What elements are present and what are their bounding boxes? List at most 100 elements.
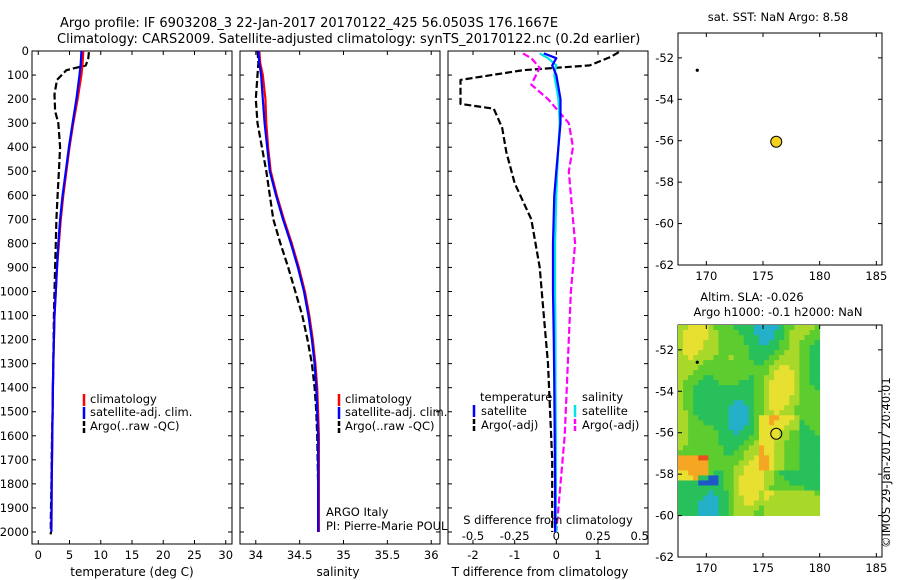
- sla-cell: [698, 405, 704, 411]
- sla-cell: [713, 405, 719, 411]
- t-difference-label: T difference from climatology: [451, 565, 629, 579]
- sla-cell: [698, 490, 704, 496]
- y-tick-label: -54: [655, 384, 674, 398]
- sla-cell: [743, 355, 750, 361]
- sla-cell: [728, 355, 735, 361]
- sla-cell: [713, 415, 719, 421]
- sla-cell: [733, 475, 740, 481]
- sla-cell: [738, 460, 745, 466]
- sla-cell: [698, 385, 704, 391]
- sla-cell: [683, 480, 689, 486]
- sla-cell: [708, 390, 714, 396]
- sla-cell: [789, 470, 795, 476]
- sla-cell: [748, 410, 755, 416]
- sla-cell: [748, 480, 755, 486]
- sla-cell: [764, 450, 770, 456]
- sla-cell: [733, 505, 740, 511]
- sla-cell: [758, 505, 765, 511]
- sla-cell: [753, 405, 760, 411]
- sla-cell: [753, 390, 760, 396]
- x-tick-label: 1: [594, 548, 601, 562]
- sla-cell: [748, 500, 755, 506]
- sla-cell: [698, 500, 704, 506]
- sla-cell: [809, 445, 816, 451]
- sla-cell: [758, 490, 765, 496]
- sla-cell: [814, 500, 821, 506]
- sla-cell: [683, 365, 689, 371]
- sla-cell: [764, 365, 770, 371]
- sla-cell: [718, 335, 724, 341]
- sla-cell: [799, 380, 805, 386]
- sla-cell: [753, 485, 760, 491]
- sla-cell: [784, 510, 790, 516]
- sla-cell: [769, 405, 775, 411]
- sla-cell: [703, 495, 709, 501]
- sla-cell: [774, 385, 780, 391]
- sla-cell: [713, 345, 719, 351]
- sla-cell: [809, 490, 816, 496]
- sla-cell: [708, 450, 714, 456]
- sla-cell: [743, 350, 750, 356]
- sla-cell: [814, 360, 821, 366]
- sla-cell: [708, 475, 714, 481]
- sla-cell: [769, 395, 775, 401]
- sla-cell: [693, 465, 699, 471]
- sla-cell: [708, 505, 714, 511]
- sla-cell: [794, 400, 800, 406]
- y-tick-label: 700: [7, 212, 29, 226]
- sla-cell: [804, 465, 810, 471]
- sla-cell: [733, 425, 740, 431]
- sla-cell: [779, 385, 785, 391]
- sla-cell: [748, 465, 755, 471]
- sla-cell: [738, 330, 745, 336]
- sla-cell: [799, 360, 805, 366]
- sla-cell: [718, 470, 724, 476]
- sla-cell: [738, 350, 745, 356]
- sla-cell: [723, 355, 729, 361]
- y-tick-label: -60: [655, 217, 674, 231]
- sla-cell: [708, 455, 714, 461]
- sla-cell: [733, 340, 740, 346]
- sla-cell: [743, 450, 750, 456]
- sla-cell: [789, 400, 795, 406]
- sla-cell: [683, 445, 689, 451]
- sla-cell: [774, 400, 780, 406]
- sla-cell: [789, 370, 795, 376]
- sla-cell: [743, 495, 750, 501]
- sla-cell: [713, 485, 719, 491]
- sla-cell: [708, 490, 714, 496]
- sla-cell: [809, 330, 816, 336]
- sla-cell: [753, 465, 760, 471]
- x-tick-label: 175: [752, 561, 774, 575]
- sla-cell: [688, 505, 694, 511]
- sla-cell: [698, 410, 704, 416]
- sla-cell: [743, 480, 750, 486]
- sla-cell: [703, 430, 709, 436]
- sla-cell: [789, 505, 795, 511]
- sla-cell: [743, 360, 750, 366]
- sla-cell: [779, 470, 785, 476]
- series-satellite-adj-clim-: [50, 50, 83, 533]
- sla-cell: [753, 460, 760, 466]
- sla-cell: [693, 415, 699, 421]
- sla-cell: [678, 385, 684, 391]
- sla-cell: [774, 355, 780, 361]
- sla-cell: [733, 390, 740, 396]
- sla-cell: [678, 365, 684, 371]
- sla-cell: [748, 395, 755, 401]
- sla-cell: [733, 370, 740, 376]
- y-tick-label: -56: [655, 426, 674, 440]
- sla-map-title-line-1: Altim. SLA: -0.026: [700, 290, 804, 304]
- sla-cell: [799, 365, 805, 371]
- sla-cell: [688, 370, 694, 376]
- sla-cell: [769, 480, 775, 486]
- sla-cell: [764, 460, 770, 466]
- sla-cell: [779, 495, 785, 501]
- sla-cell: [713, 420, 719, 426]
- sla-cell: [723, 460, 729, 466]
- sla-cell: [713, 470, 719, 476]
- sla-cell: [753, 400, 760, 406]
- sla-cell: [799, 410, 805, 416]
- sla-cell: [769, 400, 775, 406]
- float-position-point: [770, 135, 783, 148]
